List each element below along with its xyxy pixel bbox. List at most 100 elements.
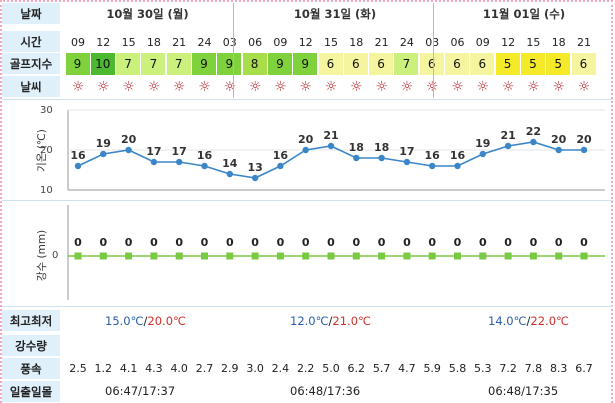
golf-index-cell: 6 bbox=[318, 53, 344, 75]
wind-speed-value: 2.2 bbox=[296, 362, 315, 375]
minmax-label: 최고최저 bbox=[2, 310, 60, 332]
temp-point bbox=[479, 150, 486, 158]
temp-data-label: 17 bbox=[146, 145, 161, 158]
golf-label: 골프지수 bbox=[2, 53, 60, 75]
rain-point bbox=[529, 252, 537, 260]
golf-index-cell: 7 bbox=[166, 53, 192, 75]
rain-data-label: 0 bbox=[428, 236, 436, 249]
rain-data-label: 0 bbox=[175, 236, 183, 249]
wind-speed-value: 1.2 bbox=[94, 362, 113, 375]
temp-point bbox=[504, 142, 512, 150]
hour-cell: 12 bbox=[501, 35, 516, 49]
sun-icon: ☼ bbox=[324, 79, 338, 95]
golf-index-cell: 6 bbox=[369, 53, 395, 75]
rain-point bbox=[276, 252, 284, 260]
rain-point bbox=[403, 252, 411, 260]
rain-point bbox=[454, 252, 461, 260]
temp-data-label: 21 bbox=[323, 129, 338, 142]
sun-icon: ☼ bbox=[400, 79, 414, 95]
temp-point bbox=[150, 158, 158, 166]
hour-cell: 15 bbox=[121, 35, 136, 49]
golf-index-cell: 9 bbox=[192, 53, 217, 75]
rain-point bbox=[175, 252, 183, 260]
temp-data-label: 14 bbox=[222, 157, 238, 170]
wind-speed-value: 5.8 bbox=[448, 362, 467, 375]
wind-speed-value: 2.4 bbox=[271, 362, 290, 375]
sun-icon: ☼ bbox=[248, 79, 262, 95]
minmax-day-2: 12.0℃/21.0℃ bbox=[290, 314, 371, 328]
hour-cell: 12 bbox=[96, 35, 111, 49]
temp-data-label: 22 bbox=[526, 125, 541, 138]
wind-speed-value: 5.9 bbox=[423, 362, 441, 375]
minmax-day-1: 15.0℃/20.0℃ bbox=[105, 314, 186, 328]
temp-point bbox=[277, 162, 284, 170]
rain-amount-label: 강수량 bbox=[2, 335, 60, 357]
wind-speed-value: 4.3 bbox=[145, 362, 163, 375]
max-temp: 21.0℃ bbox=[332, 314, 371, 328]
sun-icon: ☼ bbox=[299, 79, 312, 95]
rain-data-label: 0 bbox=[125, 236, 133, 249]
sun-icon: ☼ bbox=[577, 79, 591, 95]
sun-day-3: 06:48/17:35 bbox=[488, 384, 559, 398]
rain-data-label: 0 bbox=[201, 236, 209, 249]
temp-data-label: 17 bbox=[399, 145, 414, 158]
rain-data-label: 0 bbox=[403, 236, 411, 249]
temp-data-label: 16 bbox=[273, 149, 289, 162]
rain-data-label: 0 bbox=[352, 236, 360, 249]
time-label: 시간 bbox=[2, 31, 60, 53]
rain-point bbox=[302, 252, 310, 260]
rain-amount-row: 강수량 bbox=[2, 335, 613, 357]
time-row: 시간 0912151821240306091215182124030609121… bbox=[2, 31, 613, 53]
temp-data-label: 18 bbox=[374, 141, 389, 154]
hour-cell: 18 bbox=[349, 35, 364, 49]
hour-cell: 15 bbox=[526, 35, 541, 49]
temp-point bbox=[429, 162, 436, 170]
rain-data-label: 0 bbox=[555, 236, 563, 249]
wind-speed-value: 5.0 bbox=[322, 362, 340, 375]
day-separator bbox=[433, 3, 434, 98]
rain-point bbox=[479, 252, 487, 260]
temp-point bbox=[100, 150, 107, 158]
rain-point bbox=[555, 252, 563, 260]
rain-data-label: 0 bbox=[150, 236, 158, 249]
rain-data-label: 0 bbox=[74, 236, 82, 249]
rain-point bbox=[504, 252, 512, 260]
golf-index-cell: 6 bbox=[470, 53, 496, 75]
sun-icon: ☼ bbox=[451, 79, 464, 95]
temp-point bbox=[353, 154, 360, 162]
temp-point bbox=[201, 162, 208, 170]
temp-data-label: 20 bbox=[551, 133, 567, 146]
golf-index-row: 골프지수 9 10 7 7 7 9 9 8 9 9 6 6 6 7 6 6 6 5 5 5 6 bbox=[2, 53, 613, 75]
sun-label: 일출일몰 bbox=[2, 381, 60, 403]
golf-index-cell: 8 bbox=[242, 53, 268, 75]
temp-point bbox=[530, 138, 537, 146]
wind-speed-value: 4.7 bbox=[398, 362, 416, 375]
day-header-2: 10월 31일 (화) bbox=[293, 7, 377, 21]
sun-icon: ☼ bbox=[223, 79, 237, 95]
hour-cell: 24 bbox=[197, 35, 212, 49]
temp-data-label: 17 bbox=[172, 145, 187, 158]
golf-index-cell: 9 bbox=[293, 53, 319, 75]
rain-point bbox=[251, 252, 259, 260]
rain-data-label: 0 bbox=[327, 236, 335, 249]
temp-point bbox=[555, 146, 562, 154]
rain-data-label: 0 bbox=[226, 236, 234, 249]
rain-data-label: 0 bbox=[530, 236, 538, 249]
sun-day-1: 06:47/17:37 bbox=[105, 384, 176, 398]
divider bbox=[2, 200, 613, 201]
golf-index-cell: 5 bbox=[546, 53, 572, 75]
wind-speed-value: 2.9 bbox=[221, 362, 239, 375]
rain-data-label: 0 bbox=[504, 236, 512, 249]
wind-speed-value: 7.2 bbox=[499, 362, 517, 375]
hour-cell: 15 bbox=[324, 35, 338, 49]
temp-point bbox=[378, 154, 385, 162]
rain-data-label: 0 bbox=[580, 236, 588, 249]
sun-row: 일출일몰 06:47/17:37 06:48/17:36 06:48/17:35 bbox=[2, 381, 613, 403]
rain-point bbox=[327, 252, 335, 260]
wind-speed-value: 3.0 bbox=[246, 362, 264, 375]
temp-data-label: 20 bbox=[576, 133, 592, 146]
temp-point bbox=[226, 170, 233, 178]
divider bbox=[2, 306, 613, 307]
sun-icon: ☼ bbox=[122, 79, 135, 95]
